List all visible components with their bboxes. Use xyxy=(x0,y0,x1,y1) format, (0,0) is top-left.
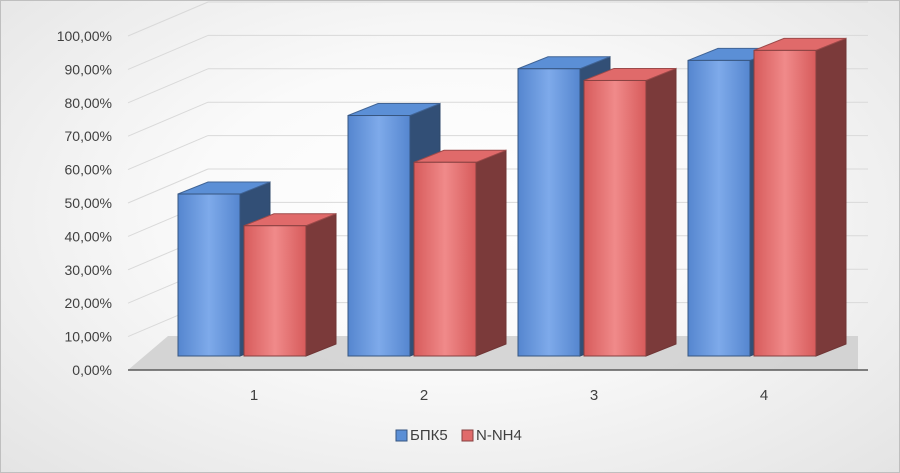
bar xyxy=(243,213,337,357)
legend: БПК5 N-NH4 xyxy=(395,427,522,444)
bar-front xyxy=(177,193,241,357)
x-axis: 1 2 3 4 xyxy=(250,387,768,404)
x-tick-label: 1 xyxy=(250,387,258,404)
x-tick-label: 2 xyxy=(420,387,428,404)
x-tick-label: 4 xyxy=(760,387,768,404)
gridline-diag xyxy=(127,1,209,37)
bar xyxy=(413,149,507,357)
y-tick-label: 30,00% xyxy=(65,262,112,278)
bar-front xyxy=(687,59,751,357)
y-tick-label: 60,00% xyxy=(65,162,112,178)
bar xyxy=(583,67,677,357)
legend-label: БПК5 xyxy=(410,427,448,444)
y-tick-label: 20,00% xyxy=(65,295,112,311)
y-axis: 0,00% 10,00% 20,00% 30,00% 40,00% 50,00% 60,00… xyxy=(57,28,868,378)
bar-front xyxy=(753,49,817,357)
y-tick-label: 70,00% xyxy=(65,128,112,144)
bar-front xyxy=(347,115,411,357)
y-tick-label: 10,00% xyxy=(65,329,112,345)
bars xyxy=(177,37,847,357)
bar-front xyxy=(583,79,647,357)
gridline-diag xyxy=(127,101,209,137)
gridline-diag xyxy=(127,135,209,171)
y-tick-label: 40,00% xyxy=(65,228,112,244)
gridline-diag xyxy=(127,34,209,70)
y-tick-label: 50,00% xyxy=(65,195,112,211)
bar-front xyxy=(517,68,581,357)
y-tick-label: 0,00% xyxy=(72,362,112,378)
y-tick-label: 100,00% xyxy=(57,28,112,44)
bar-front xyxy=(413,161,477,357)
legend-swatch xyxy=(395,429,408,442)
x-tick-label: 3 xyxy=(590,387,598,404)
y-tick-label: 90,00% xyxy=(65,61,112,77)
gridline-diag xyxy=(127,168,209,204)
legend-swatch xyxy=(461,429,474,442)
bar-side xyxy=(475,149,507,357)
bar xyxy=(753,37,847,357)
bar-side xyxy=(645,67,677,357)
bar-side xyxy=(305,213,337,357)
gridline-diag xyxy=(127,68,209,104)
legend-label: N-NH4 xyxy=(476,427,522,444)
bar-front xyxy=(243,225,307,357)
y-tick-label: 80,00% xyxy=(65,95,112,111)
bar-side xyxy=(815,37,847,357)
